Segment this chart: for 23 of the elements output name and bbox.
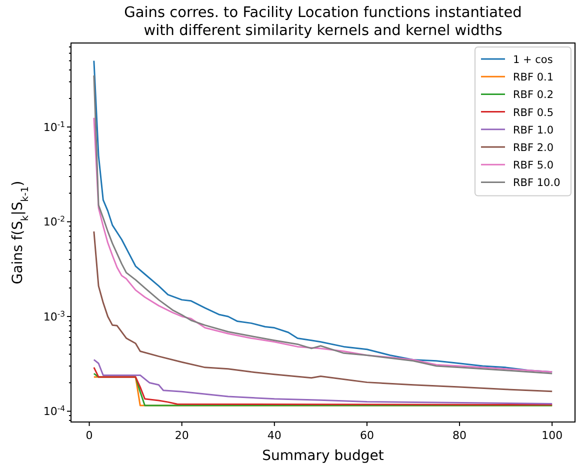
x-tick-label: 0: [86, 429, 93, 442]
legend-label: 1 + cos: [513, 54, 553, 66]
x-axis-title: Summary budget: [262, 448, 384, 464]
legend-label: RBF 2.0: [513, 142, 554, 154]
y-tick-label: 10$^{-3}$: [43, 308, 66, 324]
legend-label: RBF 0.2: [513, 89, 554, 102]
legend-label: RBF 5.0: [513, 160, 554, 172]
y-tick-label: 10$^{-4}$: [43, 404, 66, 418]
line-series: [93, 366, 553, 406]
line-series: [93, 230, 553, 392]
legend-label: RBF 0.1: [513, 72, 554, 84]
x-tick-label: 60: [360, 429, 374, 442]
legend-label: RBF 0.5: [513, 106, 554, 119]
line-series: [93, 358, 553, 404]
chart-title: Gains corres. to Facility Location functions instantiated with different similarity kernels and kernel widths: [124, 5, 522, 39]
legend-label: RBF 1.0: [513, 124, 554, 136]
x-tick-label: 80: [452, 429, 467, 442]
x-tick-label: 20: [174, 429, 189, 442]
x-tick-label: 40: [267, 429, 282, 442]
y-tick-label: 10$^{-1}$: [43, 119, 66, 134]
x-tick-label: 100: [542, 429, 563, 442]
y-tick-label: 10$^{-2}$: [43, 214, 66, 229]
legend-label: RBF 10.0: [513, 177, 560, 190]
